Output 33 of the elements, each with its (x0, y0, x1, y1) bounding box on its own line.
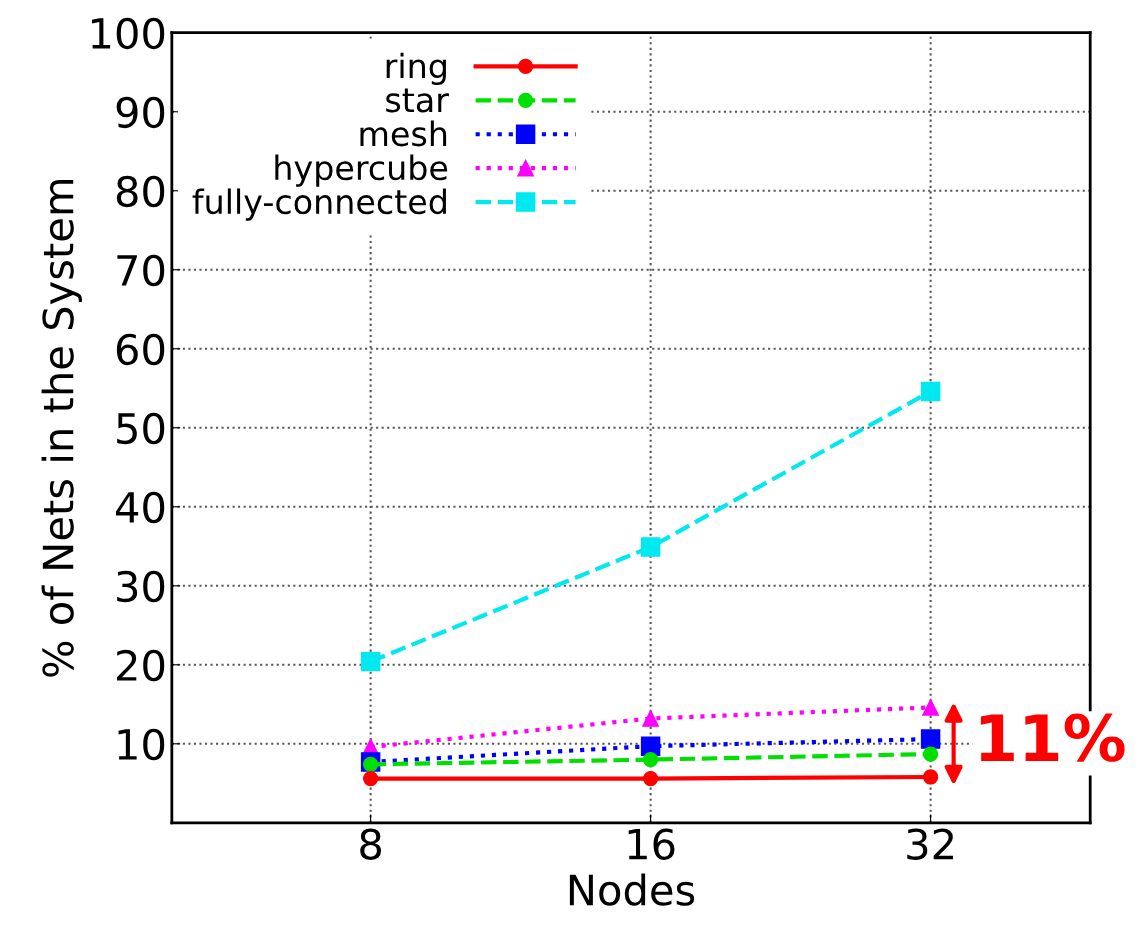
point (360, 651, 381, 672)
point (642, 770, 659, 787)
point (922, 699, 939, 716)
legend-label: star (386, 88, 449, 113)
y-tick-label: 70 (117, 254, 165, 287)
annotation: 11% (980, 713, 1125, 762)
legend-label: ring (386, 52, 446, 85)
y-tick-label: 60 (116, 333, 165, 366)
y-tick-label: 80 (116, 175, 165, 208)
x-axis-title: Nodes (569, 873, 695, 906)
x-tick-label: 8 (360, 828, 382, 860)
point (920, 729, 941, 749)
point (362, 770, 379, 787)
legend-label: mesh (360, 120, 447, 147)
x-tick-label: 32 (907, 828, 953, 860)
x-tick-label: 16 (628, 828, 675, 860)
point (640, 736, 661, 756)
point (920, 381, 941, 402)
y-tick-label: 30 (117, 570, 165, 603)
legend-label: fully-connected (192, 188, 446, 221)
y-tick-label: 20 (117, 649, 165, 682)
y-tick-label: 90 (116, 96, 165, 129)
point (640, 537, 661, 557)
point (642, 751, 659, 768)
y-tick-label: 100 (92, 17, 165, 50)
y-tick-label: 10 (118, 728, 165, 761)
y-axis-title: % of Nets in the System (41, 180, 82, 677)
y-tick-label: 50 (117, 412, 165, 445)
y-tick-label: 40 (115, 491, 165, 524)
legend-label: hypercube (275, 154, 448, 187)
point (642, 710, 659, 727)
point (922, 769, 939, 785)
point (922, 746, 939, 762)
